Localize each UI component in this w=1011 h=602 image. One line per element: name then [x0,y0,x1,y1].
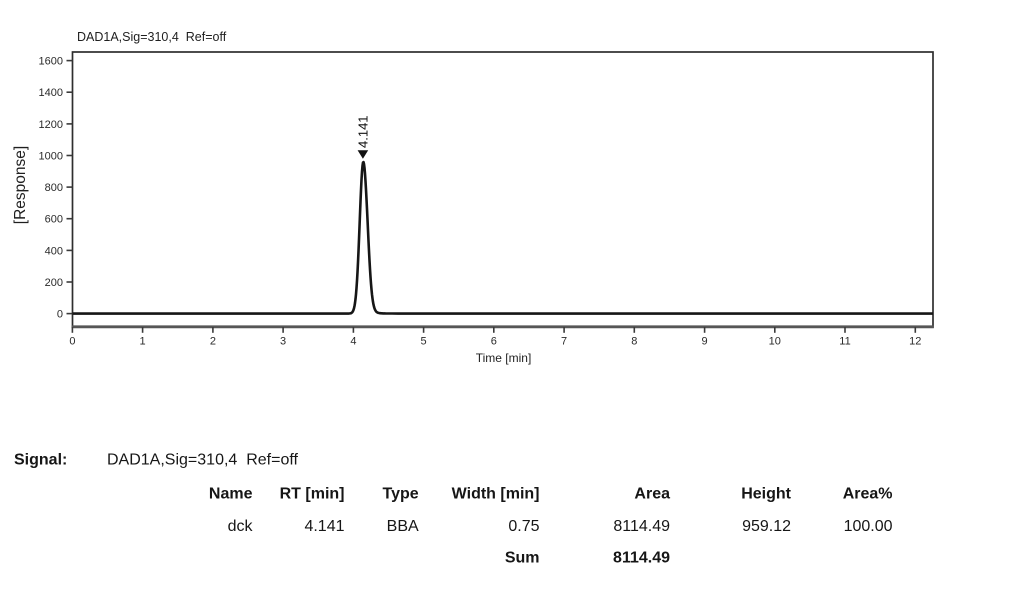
svg-text:dck: dck [228,518,254,535]
svg-text:BBA: BBA [387,518,419,535]
svg-text:1: 1 [140,336,146,348]
svg-text:2: 2 [210,336,216,348]
svg-text:Signal:: Signal: [14,452,67,469]
svg-text:10: 10 [769,336,781,348]
svg-text:11: 11 [839,336,850,348]
svg-text:5: 5 [421,336,427,348]
svg-text:4.141: 4.141 [304,518,344,535]
svg-text:200: 200 [45,277,63,289]
svg-text:Width [min]: Width [min] [452,485,540,502]
svg-text:3: 3 [280,336,286,348]
svg-text:Area: Area [634,485,670,502]
svg-text:1600: 1600 [39,56,63,68]
svg-text:RT [min]: RT [min] [280,485,345,502]
svg-text:600: 600 [45,214,63,226]
svg-text:12: 12 [909,336,921,348]
svg-text:1200: 1200 [39,119,63,131]
svg-text:0: 0 [57,309,63,321]
svg-text:100.00: 100.00 [844,518,893,535]
svg-text:Type: Type [383,485,419,502]
svg-text:959.12: 959.12 [742,518,791,535]
svg-text:4.141: 4.141 [356,115,371,148]
svg-text:1400: 1400 [39,87,63,99]
svg-text:0: 0 [69,336,75,348]
svg-text:800: 800 [45,182,63,194]
svg-text:7: 7 [561,336,567,348]
svg-text:6: 6 [491,336,497,348]
svg-text:Area%: Area% [843,485,893,502]
svg-text:8114.49: 8114.49 [613,550,670,567]
svg-text:0.75: 0.75 [508,518,539,535]
svg-text:Name: Name [209,485,253,502]
svg-text:9: 9 [702,336,708,348]
svg-text:[Response]: [Response] [12,146,29,224]
svg-text:1000: 1000 [39,150,63,162]
svg-text:8: 8 [631,336,637,348]
svg-text:Time [min]: Time [min] [476,351,532,365]
svg-text:Height: Height [741,485,791,502]
svg-text:8114.49: 8114.49 [613,518,670,535]
svg-text:400: 400 [45,245,63,257]
svg-text:DAD1A,Sig=310,4 Ref=off: DAD1A,Sig=310,4 Ref=off [107,452,298,469]
svg-text:Sum: Sum [505,550,540,567]
svg-text:DAD1A,Sig=310,4 Ref=off: DAD1A,Sig=310,4 Ref=off [77,30,227,44]
svg-text:4: 4 [350,336,356,348]
